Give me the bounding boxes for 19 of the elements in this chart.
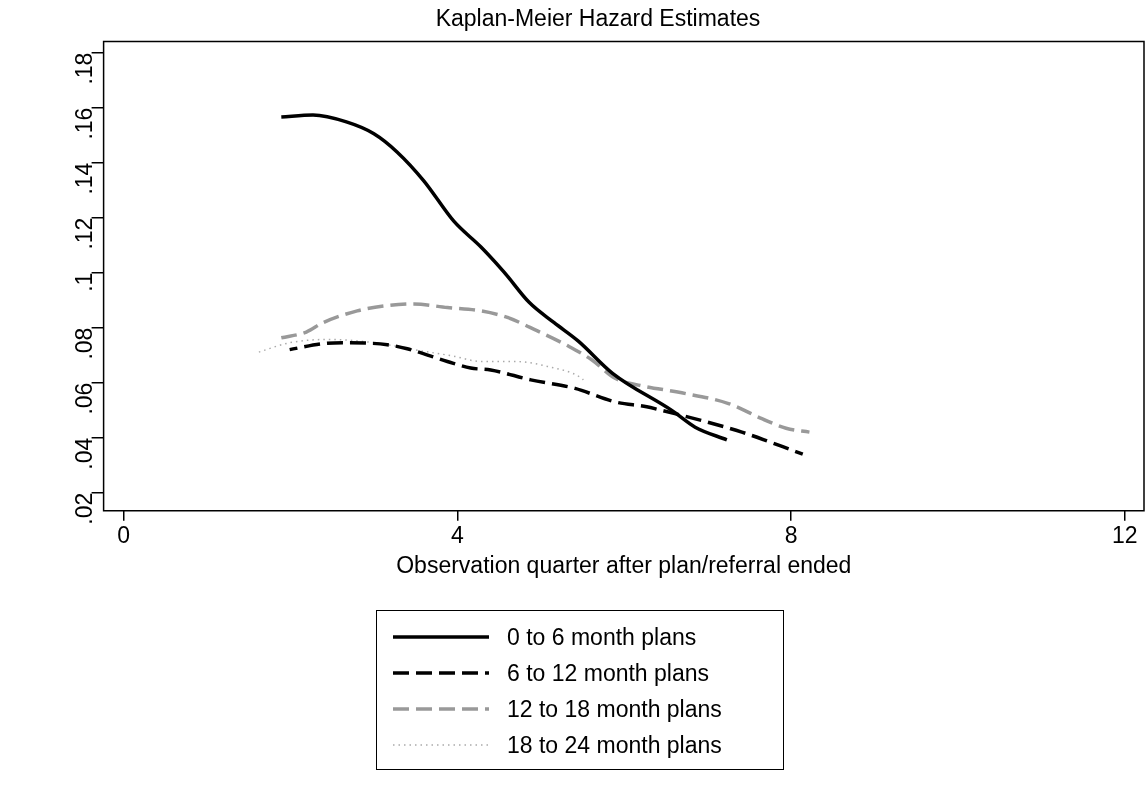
legend-label: 12 to 18 month plans [507, 695, 722, 723]
x-axis-title: Observation quarter after plan/referral ended [396, 551, 852, 578]
y-tick-label: .12 [70, 217, 97, 250]
x-tick-label: 4 [450, 521, 464, 548]
chart-title: Kaplan-Meier Hazard Estimates [435, 5, 761, 32]
y-tick-label: .14 [70, 162, 97, 195]
legend-label: 18 to 24 month plans [507, 731, 722, 759]
x-tick-label: 0 [117, 521, 131, 548]
legend-label: 6 to 12 month plans [507, 659, 710, 687]
y-tick-label: .16 [70, 107, 97, 140]
y-tick-label: .18 [70, 52, 97, 85]
y-tick-label: .08 [70, 327, 97, 360]
x-tick-label: 12 [1112, 521, 1138, 548]
x-tick-label: 8 [784, 521, 798, 548]
legend-label: 0 to 6 month plans [507, 623, 697, 651]
y-tick-label: .06 [70, 382, 97, 415]
y-tick-label: .1 [70, 272, 97, 292]
y-tick-label: .04 [70, 437, 97, 470]
y-tick-label: .02 [70, 492, 97, 525]
